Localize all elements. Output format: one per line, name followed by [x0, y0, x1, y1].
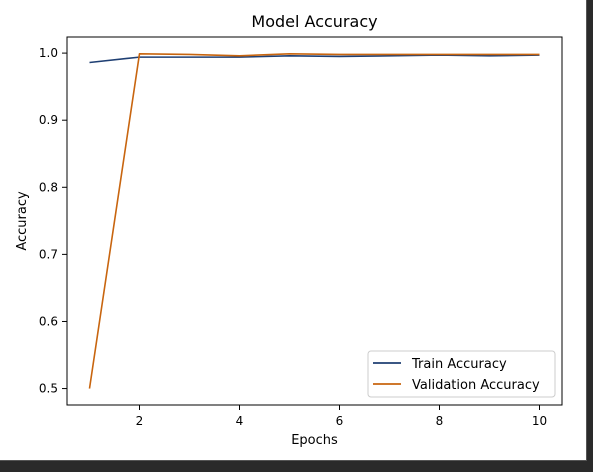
chart-title: Model Accuracy	[251, 12, 377, 31]
x-axis-label: Epochs	[291, 433, 338, 448]
x-tick-label: 6	[336, 414, 344, 428]
chart-legend: Train Accuracy Validation Accuracy	[367, 350, 556, 398]
series-lines	[88, 52, 540, 389]
y-tick-label: 0.6	[39, 314, 58, 328]
y-tick-label: 0.9	[39, 113, 58, 127]
y-axis-label: Accuracy	[15, 191, 30, 251]
series-line-train-accuracy	[89, 54, 540, 64]
x-tick-label: 10	[532, 414, 547, 428]
x-axis-ticks: 2 4 6 8 10	[136, 405, 547, 428]
legend-label: Validation Accuracy	[412, 378, 540, 393]
x-tick-label: 4	[236, 414, 244, 428]
y-tick-label: 0.5	[39, 382, 58, 396]
y-axis-ticks: 0.5 0.6 0.7 0.8 0.9 1.0	[39, 46, 67, 396]
x-tick-label: 2	[136, 414, 144, 428]
y-tick-label: 1.0	[39, 46, 58, 60]
series-line-validation-accuracy	[88, 52, 540, 389]
line-chart: Model Accuracy 2 4 6 8 10 0.5 0.6 0.7 0.8 0.9 1.0…	[15, 12, 563, 448]
figure-frame: Model Accuracy 2 4 6 8 10 0.5 0.6 0.7 0.8 0.9 1.0…	[0, 0, 587, 461]
y-tick-label: 0.7	[39, 247, 58, 261]
legend-box	[367, 350, 556, 398]
plot-area-frame	[66, 36, 563, 406]
y-tick-label: 0.8	[39, 180, 58, 194]
x-tick-label: 8	[436, 414, 444, 428]
legend-label: Train Accuracy	[411, 357, 507, 372]
